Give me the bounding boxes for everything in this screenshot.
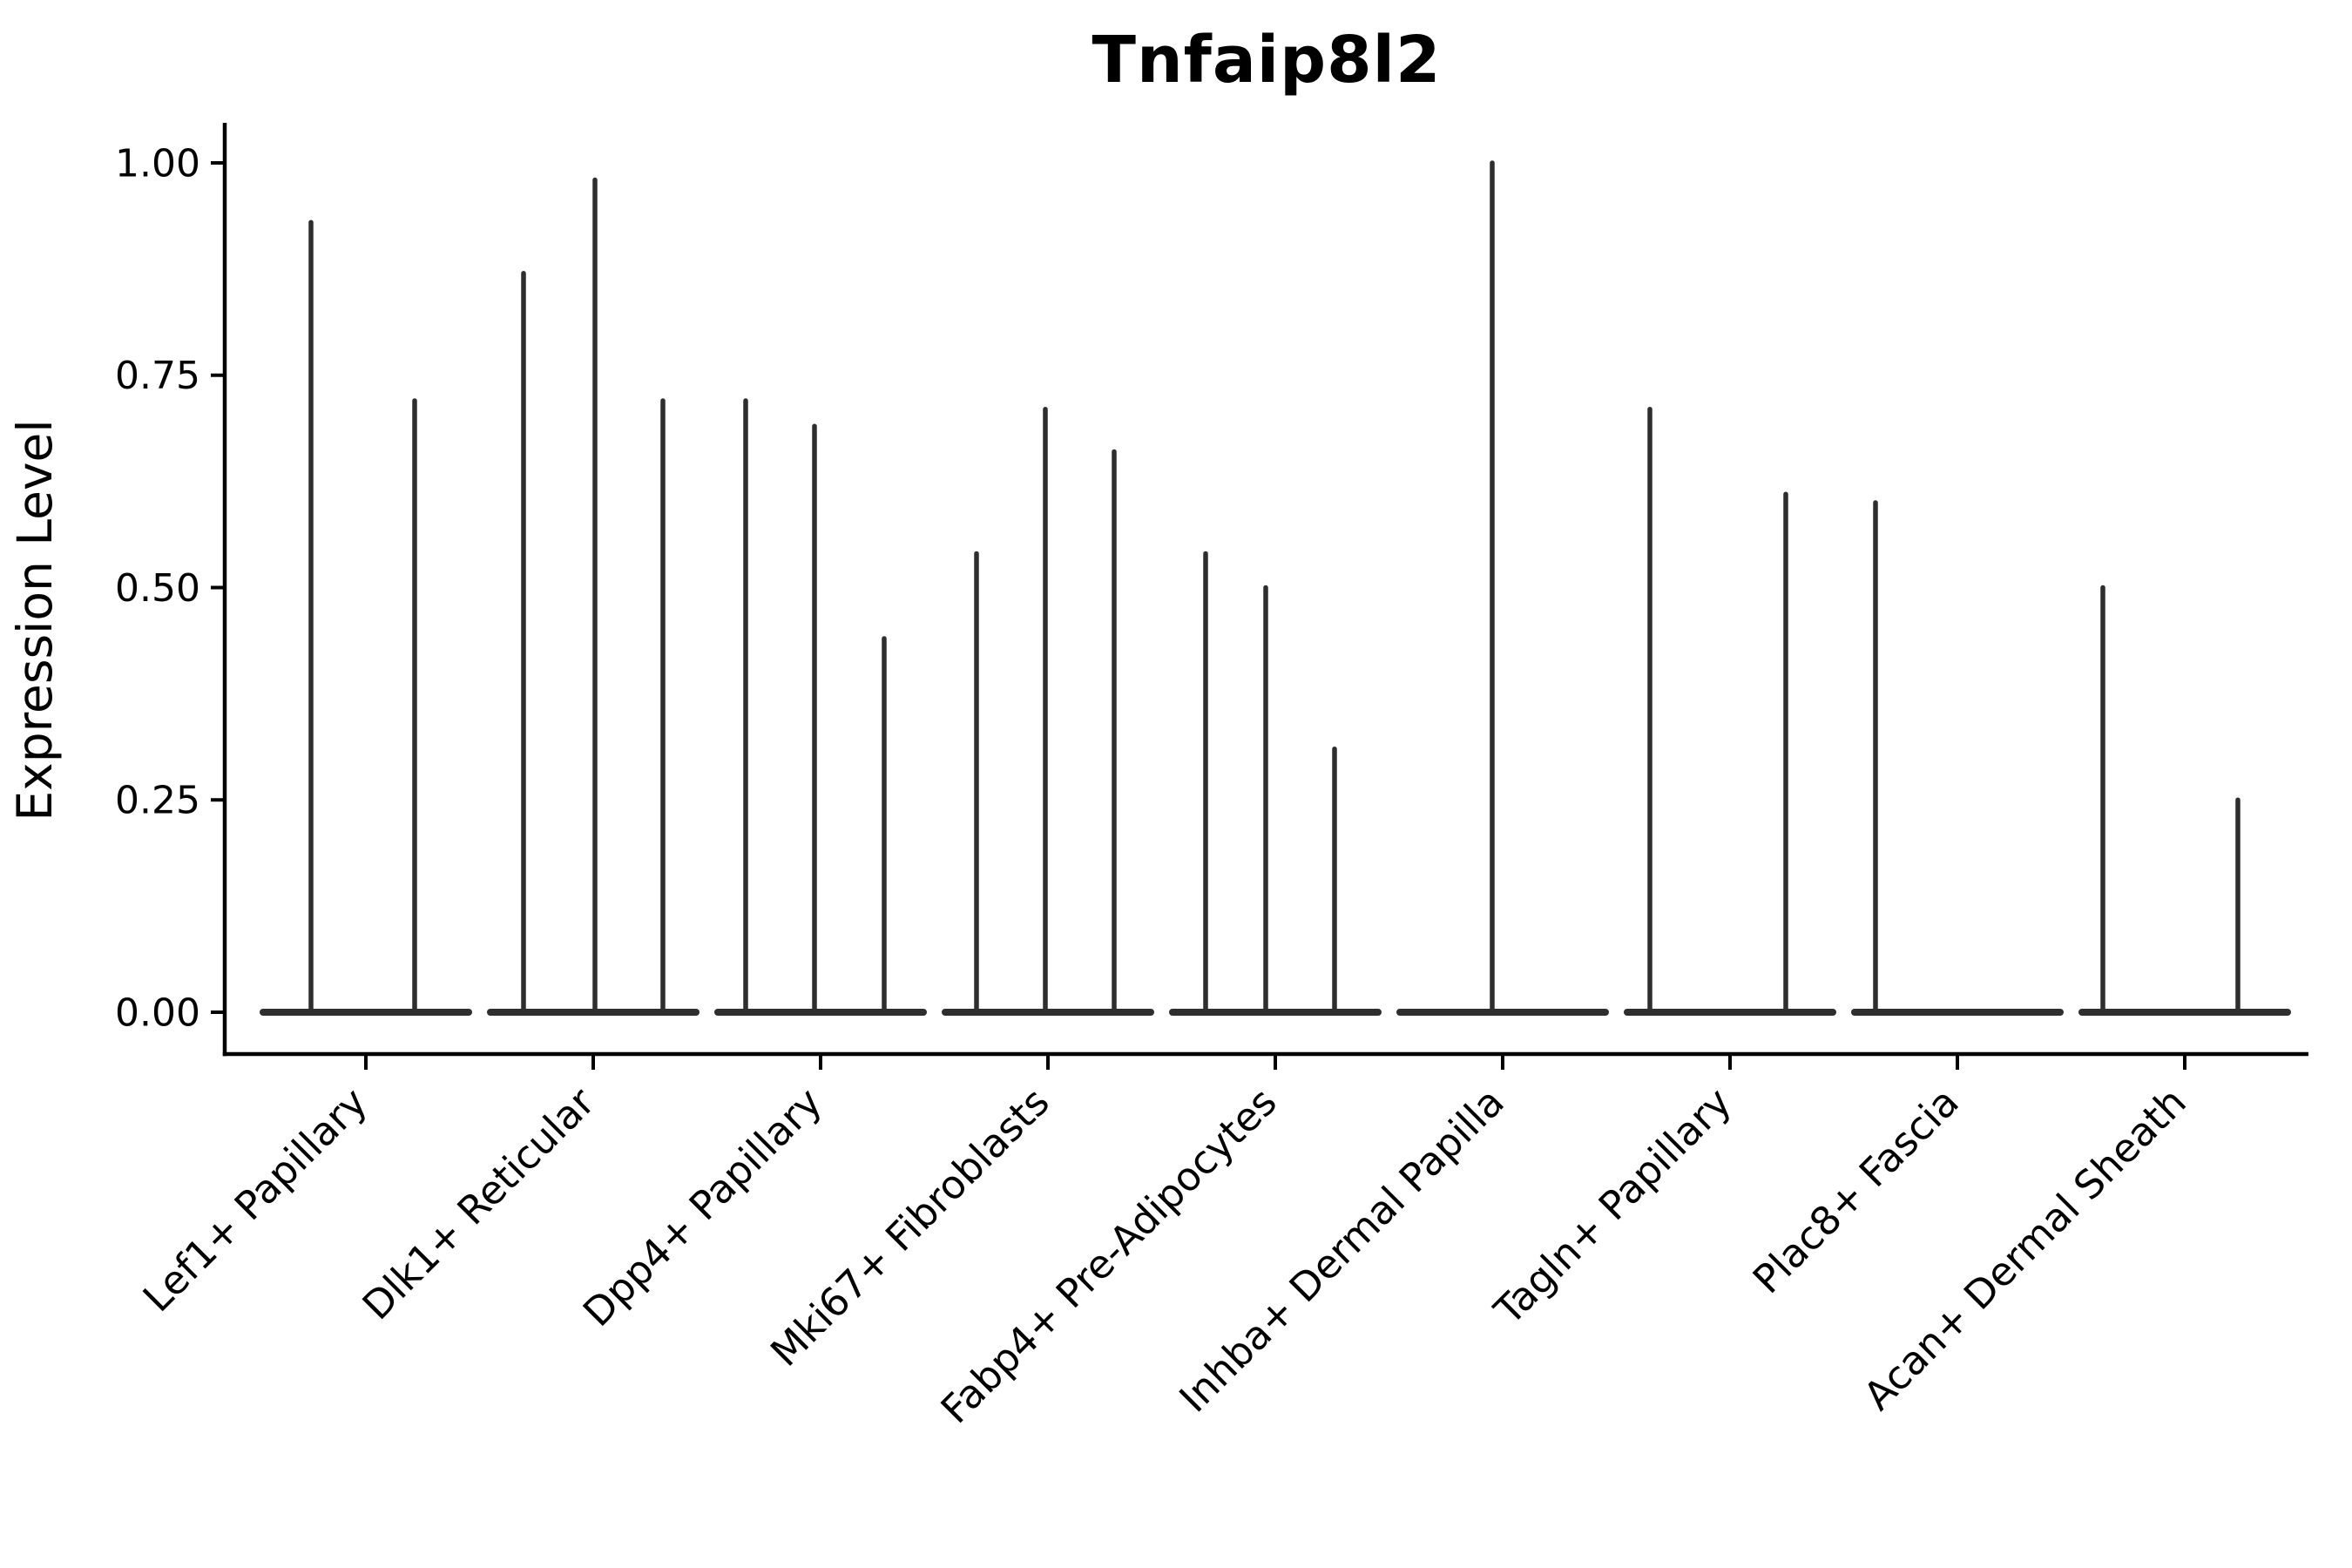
category-label: Plac8+ Fascia xyxy=(1744,1078,1968,1302)
violin-baseline xyxy=(1169,1009,1382,1016)
violin-baseline xyxy=(1624,1009,1836,1016)
y-tick-label: 1.00 xyxy=(115,141,200,186)
violin-baseline xyxy=(1396,1009,1609,1016)
chart-title: Tnfaip8l2 xyxy=(1092,23,1442,98)
violin-baseline xyxy=(942,1009,1154,1016)
category-label: Tagln+ Papillary xyxy=(1485,1078,1740,1334)
violin-baseline xyxy=(1851,1009,2064,1016)
y-tick-label: 0.00 xyxy=(115,990,200,1035)
category-label: Dlk1+ Reticular xyxy=(354,1078,604,1328)
category-label: Dpp4+ Papillary xyxy=(574,1078,831,1335)
category-label: Lef1+ Papillary xyxy=(134,1078,376,1321)
y-axis-label: Expression Level xyxy=(7,419,63,821)
violin-baseline xyxy=(2078,1009,2291,1016)
y-tick-label: 0.50 xyxy=(115,566,200,611)
violin-baseline xyxy=(260,1009,472,1016)
violin-baseline xyxy=(714,1009,927,1016)
y-tick-label: 0.75 xyxy=(115,354,200,398)
y-tick-label: 0.25 xyxy=(115,779,200,823)
